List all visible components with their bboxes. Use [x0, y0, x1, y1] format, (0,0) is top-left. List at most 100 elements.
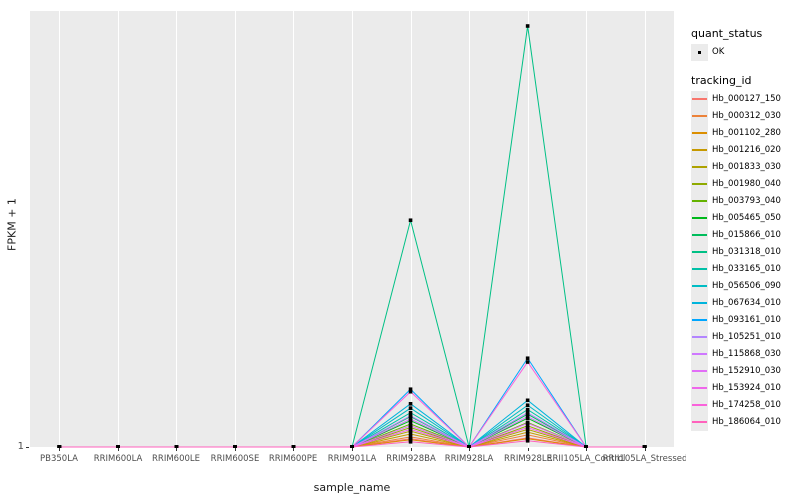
legend-item-label: OK	[712, 47, 725, 57]
legend-item[interactable]: Hb_067634_010	[691, 295, 797, 312]
legend-key-box	[691, 176, 708, 193]
legend-line-icon	[692, 404, 707, 406]
x-axis-tick-mark	[176, 448, 177, 451]
x-axis-tick-mark	[118, 448, 119, 451]
grid-line-vertical	[469, 11, 470, 448]
x-axis-tick-mark	[528, 448, 529, 451]
legend-item[interactable]: Hb_115868_030	[691, 346, 797, 363]
legend-key-box	[691, 278, 708, 295]
plot-panel	[30, 11, 674, 448]
data-point	[525, 438, 530, 443]
legend-item[interactable]: Hb_003793_040	[691, 193, 797, 210]
legend-title: tracking_id	[691, 74, 752, 87]
data-point	[350, 445, 354, 448]
legend: quant_status OK tracking_id Hb_000127_150 Hb…	[686, 11, 798, 471]
legend-item[interactable]: Hb_005465_050	[691, 210, 797, 227]
legend-item[interactable]: Hb_153924_010	[691, 380, 797, 397]
legend-item[interactable]: Hb_056506_090	[691, 278, 797, 295]
legend-item-label: Hb_015866_010	[712, 230, 781, 240]
legend-line-icon	[692, 98, 707, 100]
legend-item-label: Hb_105251_010	[712, 332, 781, 342]
legend-item-label: Hb_093161_010	[712, 315, 781, 325]
data-point	[525, 403, 530, 408]
data-point	[408, 432, 413, 436]
y-axis-tick-label: 1	[17, 441, 24, 452]
grid-line-vertical	[645, 11, 646, 448]
legend-key-box	[691, 125, 708, 142]
data-point	[116, 445, 120, 448]
legend-key-box	[691, 159, 708, 176]
x-axis-tick-label: RRIM928BA	[386, 454, 436, 464]
series-line	[59, 25, 645, 448]
legend-item-label: Hb_003793_040	[712, 196, 781, 206]
x-axis-tick-mark	[645, 448, 646, 451]
x-axis-tick-label: RRIM928LE	[504, 454, 552, 464]
legend-item[interactable]: Hb_001980_040	[691, 176, 797, 193]
legend-line-icon	[692, 217, 707, 219]
data-point	[408, 406, 413, 410]
grid-line-vertical	[293, 11, 294, 448]
legend-title: quant_status	[691, 27, 763, 40]
data-point	[525, 410, 530, 415]
data-point	[174, 445, 179, 448]
legend-line-icon	[692, 370, 707, 372]
legend-item-label: Hb_000312_030	[712, 111, 781, 121]
legend-key-box	[691, 363, 708, 380]
legend-item[interactable]: Hb_152910_030	[691, 363, 797, 380]
legend-item[interactable]: Hb_033165_010	[691, 261, 797, 278]
legend-item-label: Hb_033165_010	[712, 264, 781, 274]
legend-key-box	[691, 108, 708, 125]
legend-line-icon	[692, 132, 707, 134]
data-point	[408, 429, 413, 433]
data-point	[525, 407, 530, 412]
legend-item[interactable]: OK	[691, 44, 797, 61]
legend-point-icon	[698, 51, 701, 54]
legend-line-icon	[692, 336, 707, 338]
legend-item[interactable]: Hb_174258_010	[691, 397, 797, 414]
legend-key-box	[691, 380, 708, 397]
legend-item[interactable]: Hb_031318_010	[691, 244, 797, 261]
x-axis-tick-label: RRII105LA_Stressed	[602, 454, 688, 464]
legend-key-box	[691, 397, 708, 414]
legend-item[interactable]: Hb_001833_030	[691, 159, 797, 176]
data-point	[408, 424, 413, 428]
data-point	[408, 387, 413, 392]
legend-item[interactable]: Hb_015866_010	[691, 227, 797, 244]
legend-item[interactable]: Hb_000312_030	[691, 108, 797, 125]
legend-key-box	[691, 142, 708, 159]
data-point	[408, 402, 413, 406]
legend-item[interactable]: Hb_186064_010	[691, 414, 797, 431]
grid-line-vertical	[118, 11, 119, 448]
legend-item-label: Hb_152910_030	[712, 366, 781, 376]
legend-item[interactable]: Hb_105251_010	[691, 329, 797, 346]
series-line	[59, 357, 645, 448]
legend-item[interactable]: Hb_000127_150	[691, 91, 797, 108]
legend-item-label: Hb_186064_010	[712, 417, 781, 427]
data-point	[408, 417, 413, 421]
legend-item-label: Hb_153924_010	[712, 383, 781, 393]
legend-item-label: Hb_001216_020	[712, 145, 781, 155]
legend-line-icon	[692, 302, 707, 304]
legend-item[interactable]: Hb_093161_010	[691, 312, 797, 329]
legend-item-label: Hb_005465_050	[712, 213, 781, 223]
legend-item[interactable]: Hb_001102_280	[691, 125, 797, 142]
legend-item-label: Hb_031318_010	[712, 247, 781, 257]
legend-item-label: Hb_000127_150	[712, 94, 781, 104]
legend-line-icon	[692, 200, 707, 202]
data-point	[525, 437, 530, 441]
x-axis-tick-label: RRIM600LE	[152, 454, 200, 464]
x-axis-tick-mark	[586, 448, 587, 451]
legend-item[interactable]: Hb_001216_020	[691, 142, 797, 159]
data-point	[408, 218, 413, 223]
x-axis-tick-label: RRIM600LA	[93, 454, 143, 464]
data-point	[408, 414, 413, 418]
legend-key-box	[691, 346, 708, 363]
legend-line-icon	[692, 387, 707, 389]
legend-item-label: Hb_001102_280	[712, 128, 781, 138]
data-point	[525, 433, 530, 437]
data-point	[408, 440, 413, 444]
legend-line-icon	[692, 285, 707, 287]
y-axis-tick-mark	[26, 447, 29, 448]
grid-line-vertical	[59, 11, 60, 448]
